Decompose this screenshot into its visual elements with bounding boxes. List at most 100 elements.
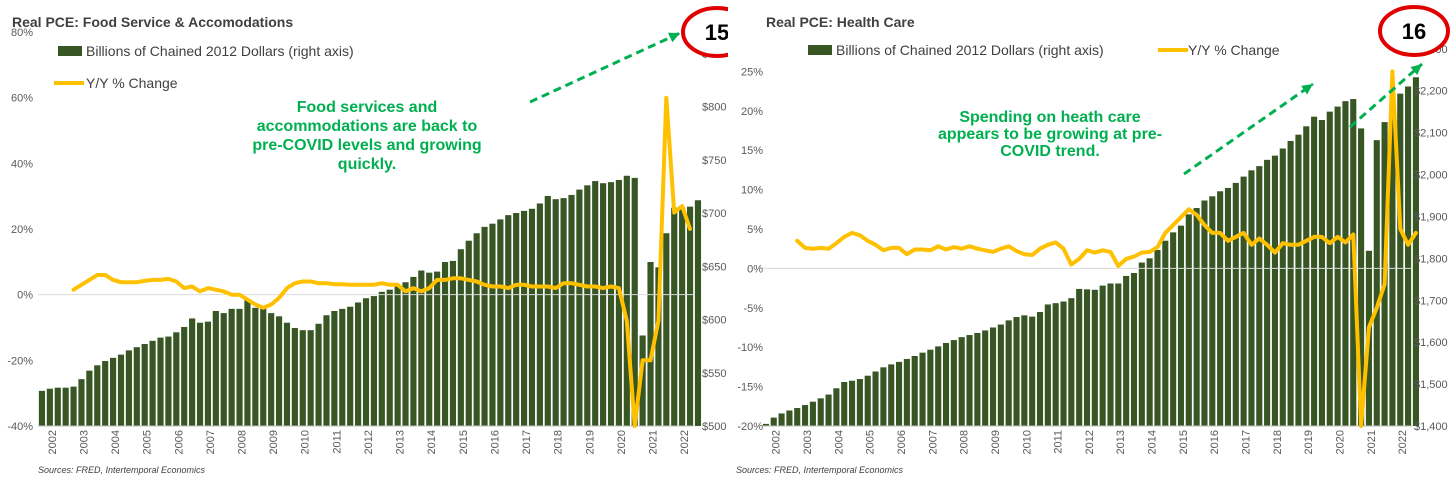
legend-line-label: Y/Y % Change: [1188, 42, 1280, 58]
number-badge: [1378, 5, 1450, 57]
bar: [1138, 262, 1145, 426]
annotation-text: accommodations are back to: [257, 118, 478, 135]
trend-arrow: [1349, 62, 1423, 129]
bar: [378, 291, 385, 426]
bar: [1029, 316, 1036, 426]
bar: [942, 343, 950, 426]
bar: [489, 223, 496, 426]
bar: [1397, 93, 1404, 426]
bar: [457, 249, 464, 426]
bar: [966, 335, 973, 426]
bar: [864, 375, 871, 426]
x-tick-label: 2019: [1303, 430, 1315, 454]
bar: [236, 308, 243, 426]
food-service-chart-panel: Real PCE: Food Service & Accomodations -…: [7, 6, 728, 475]
y-left-tick-label: -20%: [7, 355, 33, 367]
x-tick-label: 2022: [1397, 430, 1409, 454]
bar: [1185, 214, 1192, 426]
bar: [1373, 140, 1380, 426]
x-tick-label: 2018: [553, 430, 565, 454]
x-tick-label: 2007: [927, 430, 939, 454]
bar: [560, 198, 567, 426]
bar: [778, 413, 785, 426]
bar: [1256, 166, 1263, 426]
legend-bar-swatch: [58, 46, 82, 56]
bar: [307, 330, 314, 426]
bar: [315, 323, 322, 426]
x-tick-label: 2014: [1147, 430, 1159, 454]
x-tick-label: 2019: [584, 430, 596, 454]
bar: [809, 401, 816, 426]
bar: [386, 289, 393, 426]
y-right-tick-label: $1,400: [1414, 421, 1448, 433]
bar: [694, 200, 702, 426]
bar: [1224, 187, 1232, 426]
bar: [655, 267, 662, 426]
bar: [1412, 77, 1419, 427]
bar: [770, 417, 777, 426]
bar: [880, 367, 887, 426]
number-badge-label: 16: [1402, 19, 1426, 44]
bar: [181, 326, 188, 426]
bar: [505, 215, 512, 426]
bar: [997, 324, 1004, 426]
bar: [1154, 249, 1161, 426]
x-tick-label: 2007: [205, 430, 217, 454]
x-tick-label: 2008: [959, 430, 971, 454]
bar: [671, 207, 678, 426]
bar: [1107, 283, 1114, 426]
bar: [1318, 120, 1325, 427]
bar: [1091, 289, 1098, 426]
bar: [370, 296, 377, 426]
bar: [1052, 303, 1059, 426]
y-right-tick-label: $1,700: [1414, 295, 1448, 307]
bar: [817, 398, 824, 426]
bar: [402, 282, 409, 426]
chart-title: Real PCE: Food Service & Accomodations: [12, 14, 294, 30]
y-right-tick-label: $700: [702, 208, 726, 220]
bar: [1232, 182, 1239, 426]
bar: [919, 352, 926, 426]
x-tick-label: 2003: [802, 430, 814, 454]
bar: [394, 285, 401, 426]
bar: [1083, 289, 1091, 426]
y-right-tick-label: $1,900: [1414, 211, 1448, 223]
legend-bar-label: Billions of Chained 2012 Dollars (right …: [836, 42, 1104, 58]
bar: [157, 337, 164, 426]
x-tick-label: 2004: [110, 430, 122, 454]
bar: [888, 364, 895, 426]
bar: [283, 322, 291, 426]
y-right-tick-label: $2,200: [1414, 86, 1448, 98]
x-tick-label: 2013: [395, 430, 407, 454]
x-tick-label: 2021: [1366, 430, 1378, 454]
x-tick-label: 2018: [1272, 430, 1284, 454]
bar: [1068, 298, 1075, 426]
y-right-tick-label: $750: [702, 155, 726, 167]
bar: [1115, 283, 1122, 426]
y-right-tick-label: $500: [702, 421, 726, 433]
bar: [520, 210, 528, 426]
yoy-line: [795, 69, 1418, 428]
bar: [418, 270, 425, 426]
bar: [62, 387, 69, 426]
bar: [1177, 225, 1185, 426]
y-left-tick-label: 5%: [747, 224, 763, 236]
x-tick-label: 2016: [489, 430, 501, 454]
y-left-tick-label: 15%: [741, 145, 763, 157]
x-tick-label: 2012: [363, 430, 375, 454]
x-tick-label: 2020: [616, 430, 628, 454]
bar: [189, 318, 196, 426]
bar: [149, 340, 156, 426]
x-tick-label: 2015: [458, 430, 470, 454]
bar: [220, 313, 227, 426]
x-tick-label: 2002: [771, 430, 783, 454]
bar: [607, 182, 615, 426]
bar: [1405, 86, 1412, 426]
bar: [833, 388, 840, 426]
bar: [1311, 116, 1318, 426]
bar: [856, 379, 863, 426]
bar: [639, 335, 646, 426]
health-care-chart-panel: Real PCE: Health Care -20% -15% -10% -5% 0% 5…: [728, 0, 1456, 484]
y-right-tick-label: $1,800: [1414, 253, 1448, 265]
bar: [54, 387, 61, 426]
